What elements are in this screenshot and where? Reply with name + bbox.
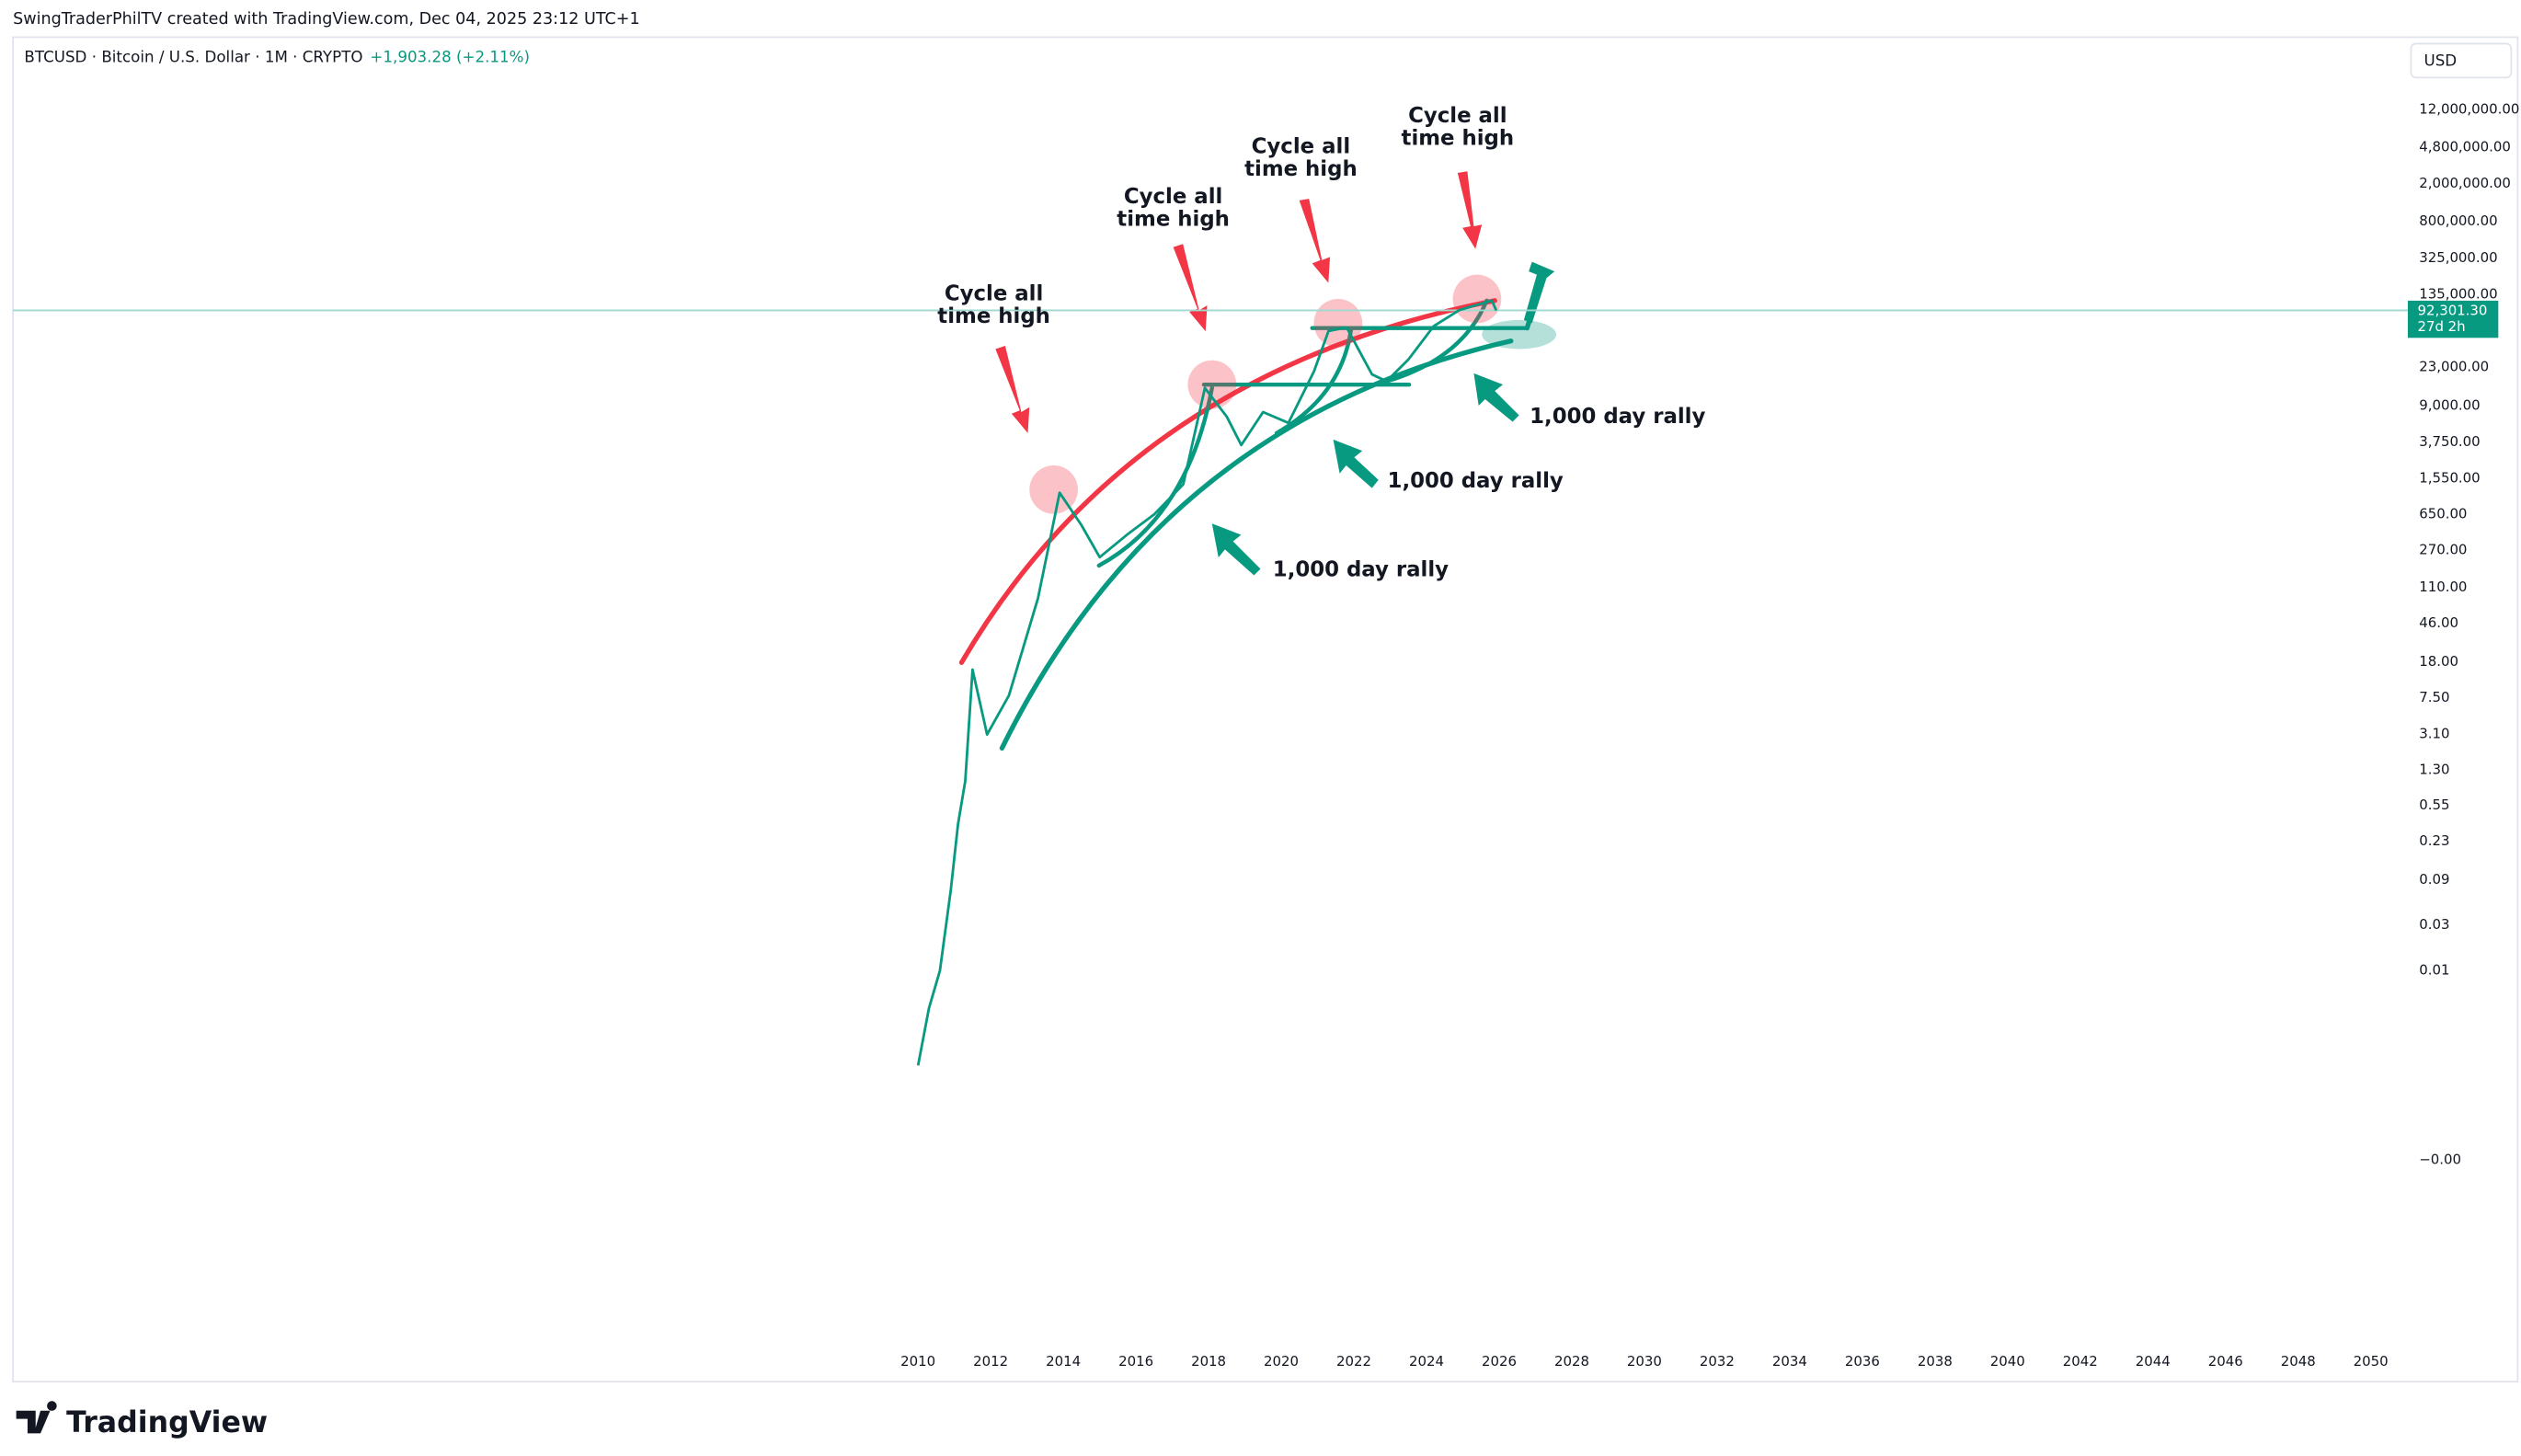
annotation: time high xyxy=(937,304,1050,328)
x-tick-label: 2014 xyxy=(1046,1353,1081,1370)
x-tick-label: 2044 xyxy=(2136,1353,2171,1370)
x-tick-label: 2018 xyxy=(1191,1353,1226,1370)
y-tick-label: 46.00 xyxy=(2419,614,2458,631)
red-arrow xyxy=(1457,171,1483,249)
x-tick-label: 2042 xyxy=(2063,1353,2098,1370)
x-tick-label: 2048 xyxy=(2281,1353,2316,1370)
x-tick-label: 2038 xyxy=(1918,1353,1953,1370)
brand: TradingView xyxy=(66,1406,268,1439)
y-tick-label: 0.09 xyxy=(2419,871,2449,888)
x-tick-label: 2010 xyxy=(900,1353,935,1370)
annotation: time high xyxy=(1244,157,1358,181)
annotation: Cycle all xyxy=(1124,185,1222,209)
change: +1,903.28 (+2.11%) xyxy=(370,49,530,66)
y-tick-label: 3,750.00 xyxy=(2419,433,2480,450)
x-tick-label: 2028 xyxy=(1554,1353,1589,1370)
x-tick-label: 2030 xyxy=(1627,1353,1662,1370)
x-tick-label: 2046 xyxy=(2208,1353,2243,1370)
annotation: 1,000 day rally xyxy=(1273,558,1449,582)
rally-curve xyxy=(1274,327,1354,436)
y-tick-label: 0.55 xyxy=(2419,797,2449,813)
x-tick-label: 2032 xyxy=(1700,1353,1735,1370)
x-tick-label: 2040 xyxy=(1990,1353,2025,1370)
currency[interactable]: USD xyxy=(2424,52,2457,69)
annotation: Cycle all xyxy=(945,281,1043,305)
y-tick-label: 325,000.00 xyxy=(2419,249,2497,266)
symbol: BTCUSD · Bitcoin / U.S. Dollar · 1M · CR… xyxy=(24,49,362,66)
y-tick-label: 2,000,000.00 xyxy=(2419,175,2511,191)
logo: TradingView xyxy=(16,1401,268,1439)
ath-circle xyxy=(1029,464,1078,514)
y-tick-label: 650.00 xyxy=(2419,505,2467,522)
x-tick-label: 2050 xyxy=(2354,1353,2389,1370)
y-tick-label: 12,000,000.00 xyxy=(2419,101,2519,118)
y-tick-label: −0.00 xyxy=(2419,1151,2461,1167)
y-tick-label: 23,000.00 xyxy=(2419,359,2489,375)
annotation: 1,000 day rally xyxy=(1388,469,1564,493)
annotation: Cycle all xyxy=(1408,104,1507,128)
rally-curve xyxy=(1384,298,1489,384)
y-tick-label: 0.23 xyxy=(2419,832,2449,849)
y-tick-label: 800,000.00 xyxy=(2419,212,2497,229)
y-tick-label: 0.03 xyxy=(2419,916,2449,933)
x-tick-label: 2020 xyxy=(1264,1353,1299,1370)
y-tick-label: 135,000.00 xyxy=(2419,285,2497,302)
x-tick-label: 2034 xyxy=(1772,1353,1807,1370)
logo-mark xyxy=(16,1401,57,1434)
ath-circle xyxy=(1452,274,1502,324)
red-arrow xyxy=(995,345,1030,433)
x-tick-label: 2016 xyxy=(1118,1353,1153,1370)
arrows xyxy=(995,171,1555,576)
annotation: time high xyxy=(1117,207,1230,231)
price-line-series xyxy=(916,299,1498,1066)
y-tick-label: 4,800,000.00 xyxy=(2419,139,2511,155)
x-tick-label: 2024 xyxy=(1409,1353,1444,1370)
currency-box[interactable] xyxy=(2410,42,2513,79)
x-tick-label: 2022 xyxy=(1336,1353,1371,1370)
annotation: time high xyxy=(1402,127,1515,151)
green-arrow xyxy=(1523,261,1555,324)
price-box xyxy=(2407,300,2499,338)
y-tick-label: 3.10 xyxy=(2419,726,2449,742)
green-arrow xyxy=(1333,439,1379,488)
frame xyxy=(12,36,2519,1383)
ath-circle xyxy=(1187,360,1237,409)
credit: SwingTraderPhilTV created with TradingVi… xyxy=(13,10,640,29)
x-tick-label: 2026 xyxy=(1482,1353,1517,1370)
x-tick-label: 2036 xyxy=(1845,1353,1880,1370)
highlight xyxy=(1482,319,1557,350)
annotation: 1,000 day rally xyxy=(1530,405,1705,429)
countdown: 27d 2h xyxy=(2417,318,2465,335)
y-tick-label: 9,000.00 xyxy=(2419,397,2480,414)
y-tick-label: 1,550.00 xyxy=(2419,469,2480,486)
overlays xyxy=(958,272,1557,751)
red-arrow xyxy=(1173,244,1208,332)
y-tick-label: 110.00 xyxy=(2419,579,2467,595)
y-tick-label: 18.00 xyxy=(2419,653,2458,670)
annotation: Cycle all xyxy=(1252,134,1350,158)
resistance-curve xyxy=(958,298,1497,665)
price-label: 92,301.30 xyxy=(2417,302,2487,318)
green-arrow xyxy=(1211,523,1261,576)
x-tick-label: 2012 xyxy=(973,1353,1008,1370)
ath-circle xyxy=(1313,299,1363,348)
y-tick-label: 270.00 xyxy=(2419,542,2467,558)
y-tick-label: 1.30 xyxy=(2419,761,2449,777)
y-tick-label: 7.50 xyxy=(2419,689,2449,705)
green-arrow xyxy=(1473,373,1519,422)
red-arrow xyxy=(1299,199,1331,283)
y-tick-label: 0.01 xyxy=(2419,961,2449,978)
